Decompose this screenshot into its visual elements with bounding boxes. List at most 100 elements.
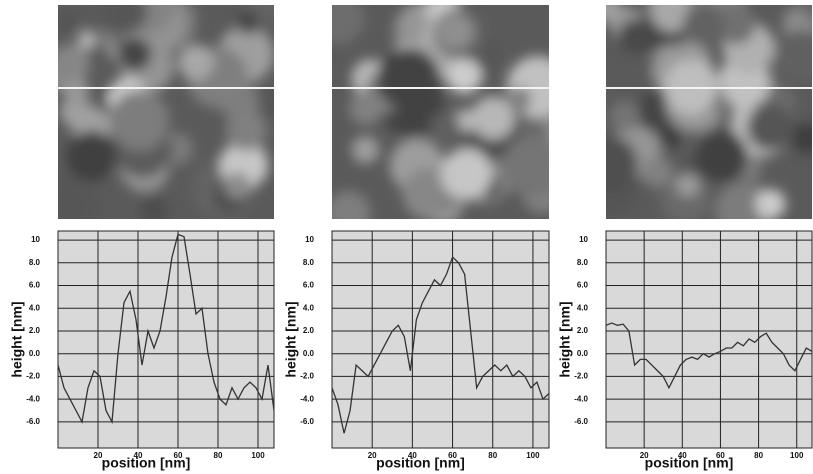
- y-tick-label: 10: [305, 235, 314, 244]
- grain: [139, 195, 169, 219]
- grain: [507, 87, 532, 112]
- x-tick-label: 80: [488, 451, 497, 460]
- grain: [642, 156, 674, 188]
- y-tick-label: 4.0: [29, 303, 41, 312]
- data-line: [57, 233, 275, 425]
- grain: [471, 96, 515, 140]
- x-tick-label: 100: [790, 451, 804, 460]
- y-tick-label: 0.0: [303, 349, 315, 358]
- grain: [436, 12, 474, 51]
- grain: [64, 78, 90, 104]
- x-tick-label: 40: [134, 451, 143, 460]
- grain: [606, 5, 622, 23]
- grain: [351, 136, 380, 164]
- y-tick-label: 0.0: [29, 349, 41, 358]
- grain: [178, 44, 214, 81]
- y-axis-label: height [nm]: [9, 301, 25, 377]
- grain: [402, 167, 455, 219]
- y-tick-label: 2.0: [303, 326, 315, 335]
- grain: [58, 44, 90, 86]
- y-tick-label: 6.0: [577, 281, 589, 290]
- plot-area: [331, 230, 550, 449]
- grain: [501, 135, 549, 197]
- y-tick-label: 4.0: [303, 303, 315, 312]
- grain: [650, 5, 693, 33]
- y-tick-label: 10: [31, 235, 40, 244]
- x-tick-label: 80: [754, 451, 763, 460]
- y-tick-label: 4.0: [577, 303, 589, 312]
- grain: [792, 122, 812, 154]
- y-tick-label: 8.0: [29, 258, 41, 267]
- grain: [332, 190, 371, 219]
- afm-image: [332, 5, 549, 219]
- y-tick-label: -2.0: [574, 372, 588, 381]
- grain: [755, 189, 786, 219]
- y-tick-label: -4.0: [574, 394, 588, 403]
- grain: [349, 91, 383, 126]
- x-tick-label: 40: [678, 451, 687, 460]
- x-tick-label: 60: [448, 451, 457, 460]
- grain: [109, 90, 170, 151]
- plot-area: [57, 230, 275, 449]
- y-tick-label: 0.0: [577, 349, 589, 358]
- grain: [606, 135, 638, 194]
- grain: [746, 104, 793, 151]
- x-tick-label: 60: [716, 451, 725, 460]
- grain: [446, 59, 482, 94]
- grain: [801, 5, 812, 19]
- grain: [609, 100, 640, 132]
- grain: [58, 12, 77, 33]
- y-tick-label: -6.0: [300, 417, 314, 426]
- x-tick-label: 20: [94, 451, 103, 460]
- grain: [430, 112, 460, 142]
- grain: [376, 47, 440, 111]
- y-axis-label: height [nm]: [283, 301, 299, 377]
- data-line: [605, 322, 813, 390]
- y-axis-label: height [nm]: [557, 301, 573, 377]
- x-tick-label: 100: [526, 451, 540, 460]
- x-tick-label: 80: [214, 451, 223, 460]
- grain: [66, 130, 117, 182]
- grain: [77, 30, 98, 51]
- grain: [675, 172, 700, 198]
- grain: [332, 5, 365, 45]
- grain: [118, 37, 152, 71]
- x-axis-label: position [nm]: [376, 455, 465, 471]
- grain: [58, 174, 101, 219]
- data-line: [331, 255, 550, 434]
- x-axis-label: position [nm]: [102, 455, 191, 471]
- y-tick-label: 10: [579, 235, 588, 244]
- y-tick-label: -2.0: [26, 372, 40, 381]
- y-tick-label: 6.0: [29, 281, 41, 290]
- afm-image: [58, 5, 274, 219]
- grain: [100, 5, 147, 35]
- grain: [716, 5, 756, 45]
- y-tick-label: 8.0: [577, 258, 589, 267]
- grain: [682, 5, 725, 46]
- y-tick-label: 2.0: [29, 326, 41, 335]
- grain: [236, 11, 260, 35]
- y-tick-label: 8.0: [303, 258, 315, 267]
- y-tick-label: -2.0: [300, 372, 314, 381]
- x-tick-label: 20: [368, 451, 377, 460]
- grain: [224, 172, 251, 199]
- grain: [226, 110, 267, 152]
- image-texture: [606, 5, 812, 219]
- x-tick-label: 20: [640, 451, 649, 460]
- image-texture: [332, 5, 549, 219]
- x-axis-label: position [nm]: [645, 455, 734, 471]
- grain: [402, 10, 429, 37]
- plot-area: [605, 230, 813, 449]
- x-tick-label: 60: [174, 451, 183, 460]
- grain: [618, 19, 653, 54]
- y-tick-label: -4.0: [26, 394, 40, 403]
- x-tick-label: 100: [251, 451, 265, 460]
- afm-image: [606, 5, 812, 219]
- y-tick-label: -6.0: [26, 417, 40, 426]
- y-tick-label: 2.0: [577, 326, 589, 335]
- y-tick-label: 6.0: [303, 281, 315, 290]
- grain: [696, 130, 748, 182]
- grain: [440, 148, 492, 200]
- image-texture: [58, 5, 274, 219]
